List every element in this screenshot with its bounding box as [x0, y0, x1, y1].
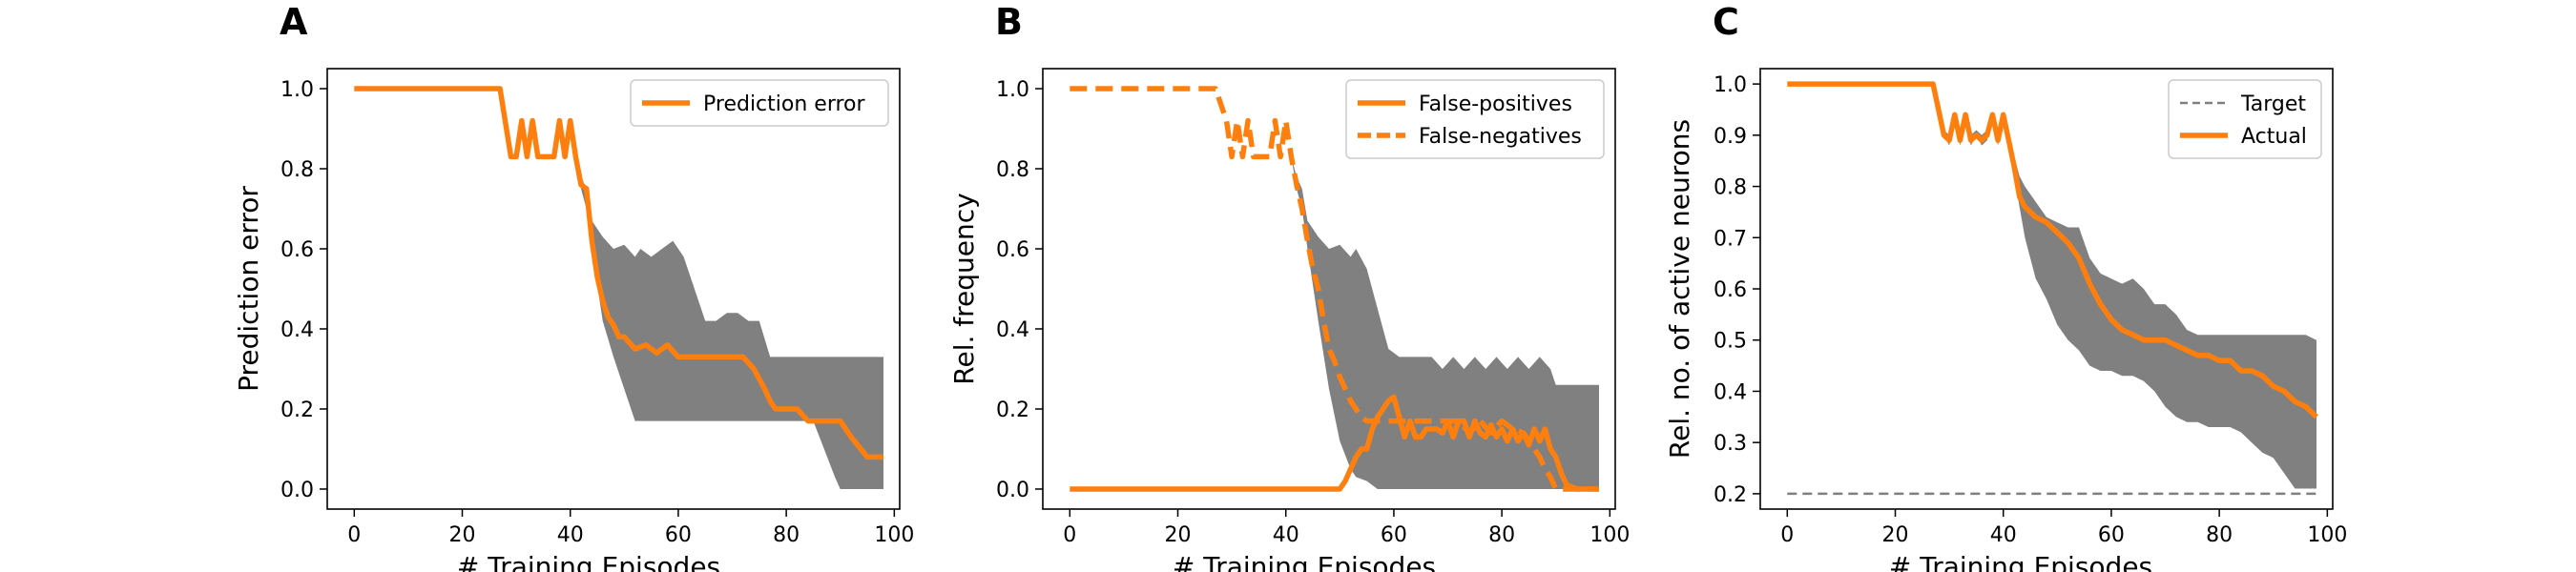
- y-tick-label: 1.0: [280, 78, 314, 102]
- x-tick-label: 100: [874, 523, 914, 547]
- x-tick-label: 40: [557, 523, 584, 547]
- x-tick-label: 20: [1882, 523, 1909, 547]
- legend-box: [1345, 79, 1605, 159]
- x-tick-label: 100: [2307, 523, 2347, 547]
- x-axis-label: # Training Episodes: [1889, 551, 2152, 572]
- plot-area: [1787, 81, 2318, 496]
- spread-band: [1070, 89, 1599, 489]
- y-tick-label: 0.6: [280, 238, 314, 262]
- x-tick-label: 0: [347, 523, 361, 547]
- y-tick-label: 0.3: [1714, 432, 1747, 456]
- x-tick-label: 80: [1488, 523, 1515, 547]
- x-tick-label: 40: [1273, 523, 1299, 547]
- y-tick-label: 0.7: [1714, 227, 1747, 251]
- y-tick-label: 0.8: [280, 158, 314, 182]
- legend-box: [630, 79, 889, 127]
- x-tick-label: 0: [1780, 523, 1794, 547]
- axes-frame: [1042, 68, 1616, 510]
- y-tick-label: 0.6: [1714, 278, 1747, 302]
- y-axis-label: Prediction error: [233, 186, 264, 392]
- spread-band: [1787, 84, 2316, 489]
- legend-entry: Prediction error: [703, 92, 865, 116]
- plot-area: [354, 86, 883, 489]
- x-tick-label: 100: [1589, 523, 1630, 547]
- panel-b: B # Training Episodes Rel. frequency 0 20…: [948, 1, 1630, 572]
- y-tick-label: 0.6: [996, 238, 1029, 262]
- y-tick-label: 0.4: [1714, 380, 1747, 404]
- y-tick-label: 0.0: [996, 479, 1029, 502]
- panel-label: B: [995, 1, 1023, 43]
- x-tick-label: 60: [2098, 523, 2125, 547]
- x-tick-label: 20: [1165, 523, 1192, 547]
- legend-entry: Actual: [2241, 125, 2307, 149]
- spread-band: [354, 89, 883, 489]
- x-axis-label: # Training Episodes: [1173, 551, 1436, 572]
- legend-entry: False-negatives: [1419, 125, 1582, 149]
- x-axis-label: # Training Episodes: [457, 551, 720, 572]
- axes-frame: [326, 68, 901, 510]
- x-tick-label: 60: [665, 523, 692, 547]
- panel-label: A: [280, 1, 308, 43]
- panel-c: C # Training Episodes Rel. no. of active…: [1664, 1, 2347, 572]
- legend: Target Actual: [2168, 79, 2322, 159]
- series-line-2: [1070, 86, 1599, 492]
- x-tick-label: 60: [1381, 523, 1407, 547]
- y-tick-label: 0.4: [996, 318, 1029, 342]
- legend-box: [2168, 79, 2322, 159]
- y-tick-label: 0.9: [1714, 125, 1747, 149]
- y-tick-label: 0.8: [1714, 176, 1747, 200]
- x-tick-label: 20: [449, 523, 476, 547]
- y-axis-label: Rel. frequency: [948, 193, 980, 384]
- y-tick-label: 0.4: [280, 318, 314, 342]
- plot-area: [1070, 86, 1599, 492]
- series-line-2: [1787, 81, 2318, 419]
- x-tick-label: 80: [773, 523, 800, 547]
- y-tick-label: 0.2: [280, 398, 314, 422]
- y-axis-label: Rel. no. of active neurons: [1664, 119, 1695, 459]
- y-tick-label: 1.0: [1714, 73, 1747, 97]
- panel-a: A # Training Episodes Prediction error 0…: [233, 1, 914, 572]
- y-tick-label: 0.2: [996, 398, 1029, 422]
- legend-entry: Target: [2240, 92, 2306, 116]
- panel-label: C: [1713, 1, 1739, 43]
- y-tick-label: 0.5: [1714, 330, 1747, 354]
- y-tick-label: 1.0: [996, 78, 1029, 102]
- legend: False-positives False-negatives: [1345, 79, 1605, 159]
- series-line-1: [354, 86, 883, 460]
- y-tick-label: 0.2: [1714, 483, 1747, 507]
- x-tick-label: 0: [1063, 523, 1076, 547]
- y-tick-label: 0.0: [280, 479, 314, 502]
- legend: Prediction error: [630, 79, 889, 127]
- x-tick-label: 80: [2206, 523, 2233, 547]
- x-tick-label: 40: [1990, 523, 2017, 547]
- y-tick-label: 0.8: [996, 158, 1029, 182]
- legend-entry: False-positives: [1419, 92, 1572, 116]
